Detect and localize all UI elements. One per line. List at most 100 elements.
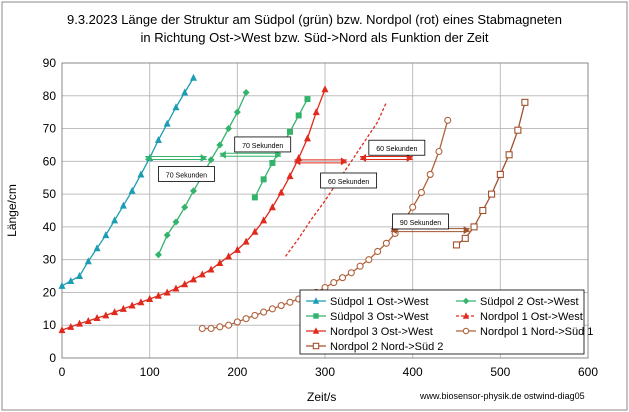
data-point xyxy=(76,272,84,280)
legend-label: Südpol 3 Ost->West xyxy=(330,311,429,323)
y-tick-label: 80 xyxy=(43,89,57,103)
data-point xyxy=(190,187,197,195)
data-point xyxy=(225,125,233,133)
legend-label: Nordpol 3 Ost->West xyxy=(330,326,433,338)
data-point xyxy=(111,308,119,316)
data-point xyxy=(356,262,364,270)
legend-label: Südpol 2 Ost->West xyxy=(480,296,579,308)
data-point xyxy=(172,218,180,226)
data-point xyxy=(365,256,373,264)
data-point xyxy=(286,172,294,180)
data-point xyxy=(338,274,347,282)
x-tick-label: 300 xyxy=(315,365,335,379)
x-axis-label: Zeit/s xyxy=(307,390,337,404)
annotation-box xyxy=(368,139,426,156)
y-axis-label: Länge/cm xyxy=(5,184,19,237)
annotation-arrowhead xyxy=(406,154,413,163)
y-tick-label: 50 xyxy=(43,187,57,201)
data-point xyxy=(93,314,101,322)
annotation-label: 60 Sekunden xyxy=(328,179,369,186)
annotation-arrowhead xyxy=(463,226,470,235)
data-point xyxy=(409,203,417,211)
data-point xyxy=(242,315,250,323)
y-tick-label: 30 xyxy=(43,253,57,267)
data-point xyxy=(461,234,469,242)
y-tick-label: 10 xyxy=(43,318,57,332)
data-point xyxy=(268,203,276,211)
data-point xyxy=(225,321,233,329)
data-point xyxy=(444,116,452,124)
annotation-arrowhead xyxy=(145,154,152,163)
annotation-arrowhead xyxy=(275,150,282,159)
data-point xyxy=(462,312,470,319)
data-point xyxy=(128,301,136,309)
data-point xyxy=(163,288,171,296)
data-point xyxy=(286,128,293,135)
data-point xyxy=(470,223,478,231)
data-point xyxy=(190,73,197,81)
data-point xyxy=(190,275,197,283)
legend-label: Nordpol 1 Ost->West xyxy=(480,311,583,323)
data-point xyxy=(303,134,311,142)
annotation-arrowhead xyxy=(360,154,367,163)
annotation-label: 60 Sekunden xyxy=(376,146,417,153)
data-point xyxy=(207,156,215,164)
data-point xyxy=(207,265,215,273)
annotation-arrowhead xyxy=(219,150,226,159)
data-point xyxy=(58,281,66,289)
data-point xyxy=(251,194,258,201)
data-point xyxy=(119,201,127,209)
y-tick-label: 60 xyxy=(43,154,57,168)
data-point xyxy=(514,126,522,134)
data-point xyxy=(93,244,101,252)
data-point xyxy=(277,188,285,196)
legend-label: Südpol 1 Ost->West xyxy=(330,296,429,308)
data-point xyxy=(216,323,224,331)
data-point xyxy=(242,237,250,245)
data-point xyxy=(233,108,241,116)
data-point xyxy=(374,247,382,256)
data-point xyxy=(295,112,302,119)
chart-title-line1: 9.3.2023 Länge der Struktur am Südpol (g… xyxy=(66,12,562,27)
data-point xyxy=(233,318,241,326)
data-point xyxy=(216,141,224,149)
data-point xyxy=(225,252,233,260)
data-point xyxy=(321,85,329,93)
data-point xyxy=(260,216,268,224)
y-tick-label: 70 xyxy=(43,122,57,136)
x-tick-label: 100 xyxy=(140,365,160,379)
data-point xyxy=(102,231,110,239)
data-point xyxy=(181,203,189,211)
data-point xyxy=(286,298,294,306)
data-point xyxy=(154,251,162,259)
legend-label: Nordpol 2 Nord->Süd 2 xyxy=(330,341,443,353)
data-point xyxy=(84,257,92,265)
annotation-box xyxy=(320,172,378,189)
data-point xyxy=(347,269,355,277)
data-point xyxy=(198,324,206,333)
data-point xyxy=(277,302,285,310)
annotation-box xyxy=(158,166,215,182)
data-point xyxy=(304,96,311,103)
data-point xyxy=(154,136,162,144)
annotation-arrowhead xyxy=(200,154,207,163)
x-tick-label: 0 xyxy=(59,365,66,379)
data-point xyxy=(260,176,267,183)
data-point xyxy=(251,227,259,235)
legend-box xyxy=(299,289,585,355)
data-point xyxy=(154,291,162,299)
data-point xyxy=(417,188,425,197)
data-point xyxy=(479,206,487,215)
x-tick-label: 400 xyxy=(403,365,423,379)
annotation-arrowhead xyxy=(294,157,301,166)
plot-area xyxy=(61,62,589,359)
data-point xyxy=(462,297,470,305)
x-tick-label: 500 xyxy=(490,365,510,379)
data-point xyxy=(505,151,513,159)
data-point xyxy=(295,154,303,162)
data-point xyxy=(84,316,92,324)
series-line xyxy=(456,102,526,246)
